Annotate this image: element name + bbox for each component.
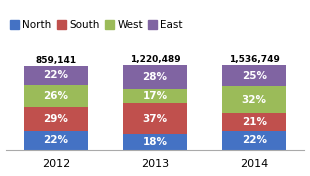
Bar [24,131,88,150]
Bar [24,107,88,131]
Text: 859,141: 859,141 [35,56,76,65]
Bar [123,134,187,150]
Bar [222,131,286,150]
Text: 25%: 25% [242,71,267,81]
Text: 1,536,749: 1,536,749 [229,55,280,64]
Bar [123,103,187,134]
Bar [24,85,88,107]
Bar [123,89,187,103]
Text: 28%: 28% [143,72,167,82]
Bar [222,65,286,86]
Bar [222,86,286,113]
Text: 18%: 18% [143,137,167,147]
Bar [123,65,187,89]
Text: 22%: 22% [242,135,267,145]
Text: 21%: 21% [242,117,267,127]
Bar [222,113,286,131]
Bar [24,66,88,85]
Text: 32%: 32% [242,95,267,105]
Text: 22%: 22% [43,135,68,145]
Text: 37%: 37% [142,114,168,124]
Text: 26%: 26% [43,91,68,101]
Text: 29%: 29% [43,114,68,124]
Text: 17%: 17% [142,91,168,101]
Legend: North, South, West, East: North, South, West, East [6,16,187,34]
Text: 22%: 22% [43,70,68,80]
Text: 1,220,489: 1,220,489 [130,55,180,64]
